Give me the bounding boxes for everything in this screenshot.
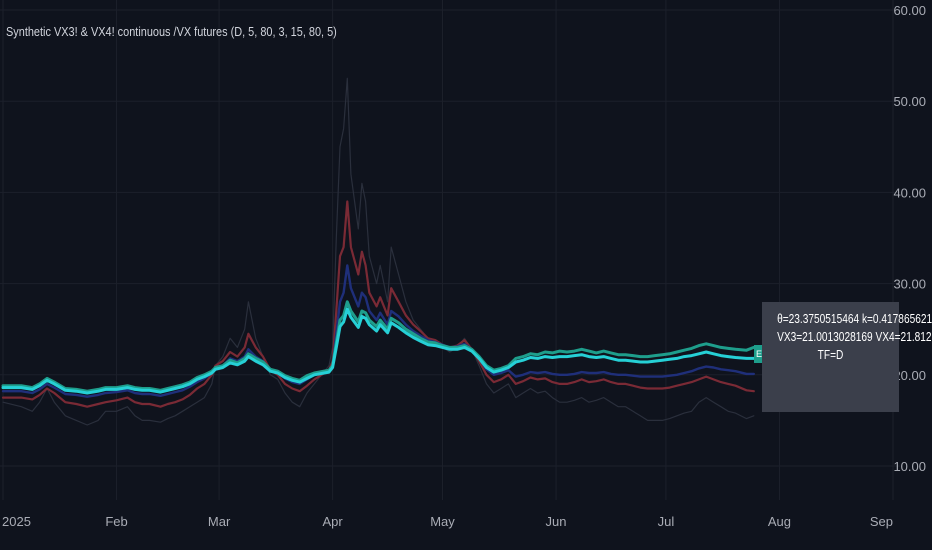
y-tick-label: 60.00 <box>893 3 926 18</box>
y-tick-label: 30.00 <box>893 277 926 292</box>
series-line-spot <box>2 77 755 426</box>
y-tick-label: 50.00 <box>893 94 926 109</box>
series-layer <box>1 77 756 426</box>
x-tick-label: Apr <box>323 514 344 529</box>
y-tick-label: 40.00 <box>893 185 926 200</box>
info-theta-k: θ=23.3750515464 k=0.4178656213 <box>777 311 932 326</box>
info-box: θ=23.3750515464 k=0.4178656213 VX3=21.00… <box>762 302 932 412</box>
x-tick-label: Jul <box>658 514 675 529</box>
series-line-vx4 <box>1 307 756 395</box>
grid-lines <box>0 0 900 500</box>
x-tick-label: May <box>430 514 455 529</box>
y-tick-label: 10.00 <box>893 459 926 474</box>
series-badge: E <box>754 345 764 363</box>
y-tick-label: 20.00 <box>893 368 926 383</box>
info-vx-values: VX3=21.0013028169 VX4=21.812055023 <box>777 329 932 344</box>
series-line-red <box>1 200 755 408</box>
x-tick-label: Feb <box>105 514 127 529</box>
info-timeframe: TF=D <box>817 347 844 362</box>
x-tick-label: Sep <box>870 514 893 529</box>
x-axis: 2025 Feb Mar Apr May Jun Jul Aug Sep <box>2 514 893 529</box>
indicator-title: Synthetic VX3! & VX4! continuous /VX fut… <box>6 24 337 39</box>
series-line-vx3 <box>1 264 755 398</box>
x-tick-label: Aug <box>768 514 791 529</box>
y-axis: 10.00 20.00 30.00 40.00 50.00 60.00 <box>893 3 926 474</box>
x-tick-label: 2025 <box>2 514 31 529</box>
series-line-theta <box>1 300 756 393</box>
x-tick-label: Mar <box>208 514 231 529</box>
x-tick-label: Jun <box>546 514 567 529</box>
